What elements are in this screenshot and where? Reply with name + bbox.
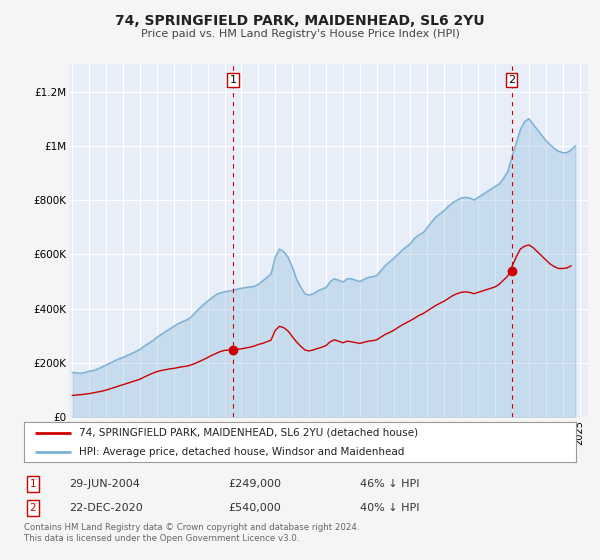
Text: 29-JUN-2004: 29-JUN-2004 <box>69 479 140 489</box>
Text: 1: 1 <box>229 75 236 85</box>
Text: HPI: Average price, detached house, Windsor and Maidenhead: HPI: Average price, detached house, Wind… <box>79 447 404 457</box>
Text: £540,000: £540,000 <box>228 503 281 513</box>
Text: 2: 2 <box>29 503 37 513</box>
Text: 1: 1 <box>29 479 37 489</box>
Text: Contains HM Land Registry data © Crown copyright and database right 2024.: Contains HM Land Registry data © Crown c… <box>24 523 359 532</box>
Text: £249,000: £249,000 <box>228 479 281 489</box>
Text: 40% ↓ HPI: 40% ↓ HPI <box>360 503 419 513</box>
Text: 22-DEC-2020: 22-DEC-2020 <box>69 503 143 513</box>
Text: Price paid vs. HM Land Registry's House Price Index (HPI): Price paid vs. HM Land Registry's House … <box>140 29 460 39</box>
Text: This data is licensed under the Open Government Licence v3.0.: This data is licensed under the Open Gov… <box>24 534 299 543</box>
Text: 74, SPRINGFIELD PARK, MAIDENHEAD, SL6 2YU (detached house): 74, SPRINGFIELD PARK, MAIDENHEAD, SL6 2Y… <box>79 428 418 437</box>
Text: 74, SPRINGFIELD PARK, MAIDENHEAD, SL6 2YU: 74, SPRINGFIELD PARK, MAIDENHEAD, SL6 2Y… <box>115 14 485 28</box>
Text: 2: 2 <box>508 75 515 85</box>
Text: 46% ↓ HPI: 46% ↓ HPI <box>360 479 419 489</box>
